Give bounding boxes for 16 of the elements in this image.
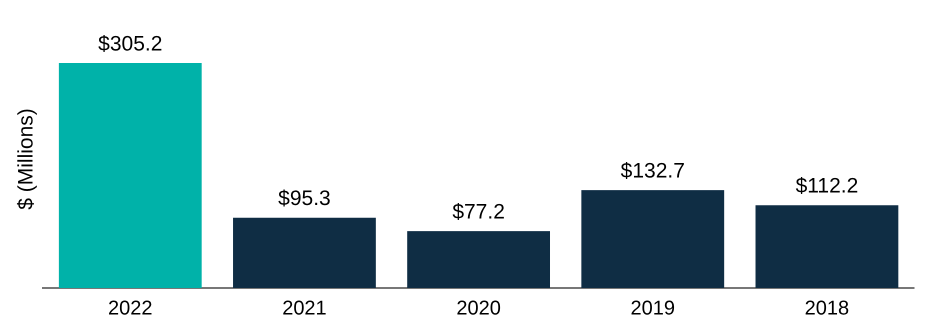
x-tick-label: 2019 (630, 298, 676, 320)
data-label: $77.2 (452, 200, 505, 224)
data-label: $305.2 (98, 32, 162, 56)
bar (407, 231, 550, 288)
x-tick-label: 2022 (108, 298, 153, 320)
data-label: $112.2 (796, 174, 858, 198)
x-tick-label: 2018 (804, 298, 850, 320)
bar (58, 63, 202, 288)
data-label: $132.7 (620, 159, 685, 182)
bar (233, 218, 376, 288)
data-label: $95.3 (278, 187, 331, 210)
y-axis-title: $ (Millions) (14, 108, 38, 210)
bar (581, 190, 724, 288)
bar (756, 205, 898, 288)
x-tick-label: 2021 (282, 298, 327, 320)
x-tick-label: 2020 (456, 298, 501, 320)
